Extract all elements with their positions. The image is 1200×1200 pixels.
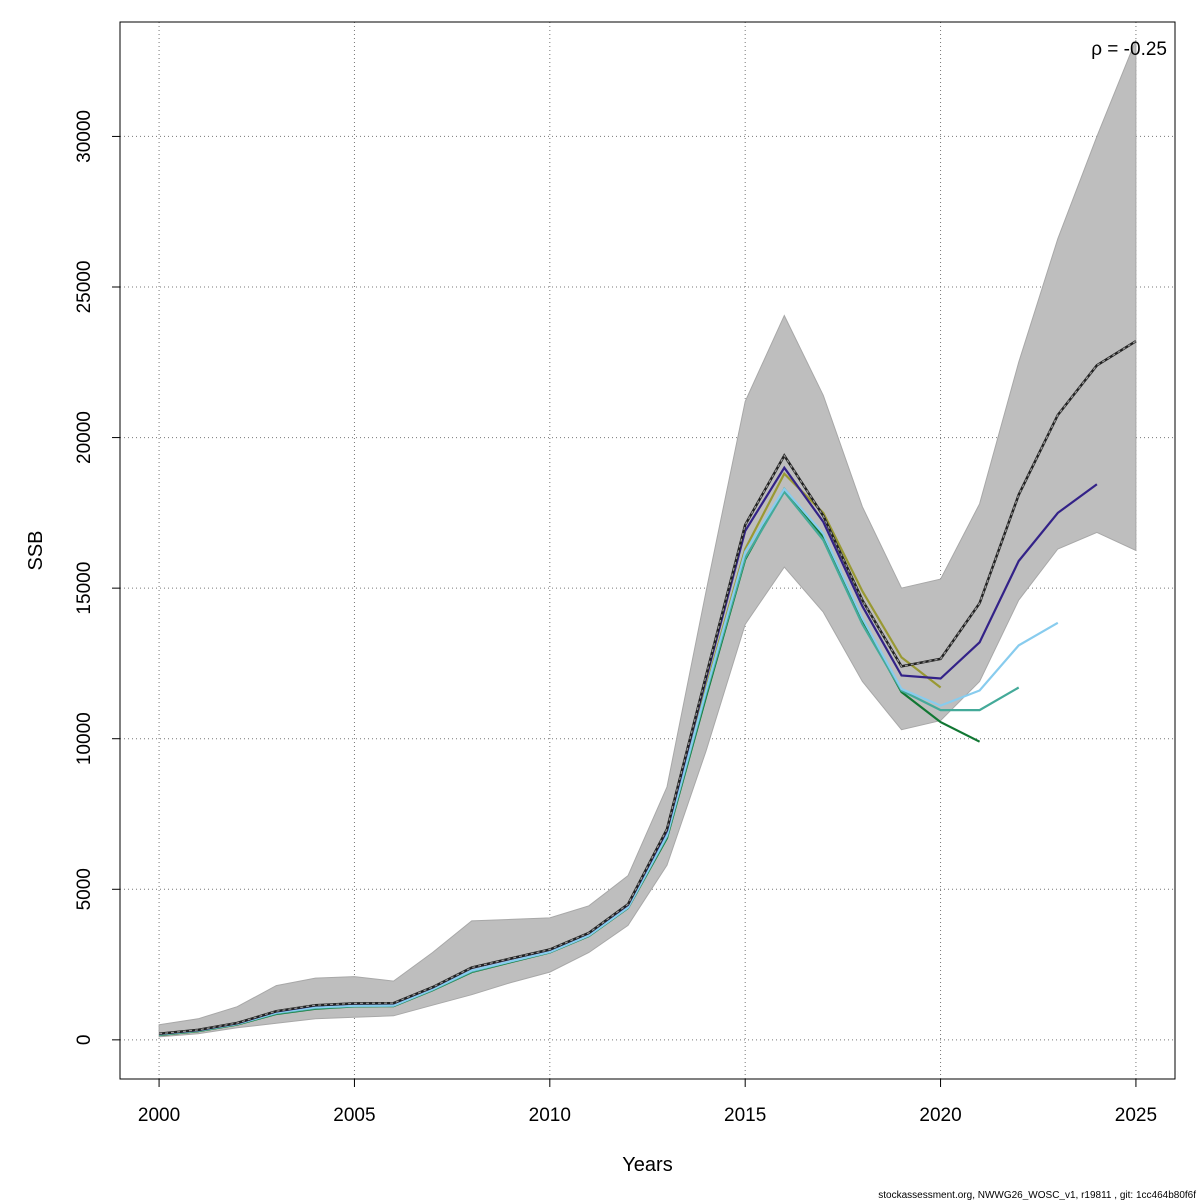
series-line-final-assessment-dash	[159, 340, 1137, 1035]
y-tick-label-25000: 25000	[74, 261, 95, 314]
y-tick-label-10000: 10000	[74, 712, 95, 765]
x-tick-label-2000: 2000	[138, 1105, 180, 1126]
series-lines	[158, 340, 1137, 1037]
rho-annotation: ρ = -0.25	[1091, 39, 1167, 60]
x-tick-label-2010: 2010	[529, 1105, 571, 1126]
y-tick-label-5000: 5000	[74, 868, 95, 910]
y-tick-label-15000: 15000	[74, 562, 95, 615]
x-tick-label-2005: 2005	[333, 1105, 375, 1126]
x-axis-title: Years	[622, 1154, 672, 1176]
y-axis-title: SSB	[25, 530, 47, 570]
x-tick-label-2020: 2020	[919, 1105, 961, 1126]
x-tick-label-2015: 2015	[724, 1105, 766, 1126]
confidence-band	[158, 39, 1137, 1038]
y-tick-label-0: 0	[74, 1035, 95, 1046]
series-line-peel-2	[158, 486, 1059, 1036]
series-line-final-assessment	[158, 340, 1137, 1036]
y-tick-label-30000: 30000	[74, 110, 95, 163]
plot-frame	[119, 21, 1176, 1080]
y-tick-label-20000: 20000	[74, 411, 95, 464]
footer-credit: stockassessment.org, NWWG26_WOSC_v1, r19…	[878, 1190, 1196, 1200]
axes: 2000 2005 2010 2015 2020 2025 0 5000 10000 15000 2…	[74, 110, 1157, 1126]
x-tick-label-2025: 2025	[1115, 1105, 1157, 1126]
